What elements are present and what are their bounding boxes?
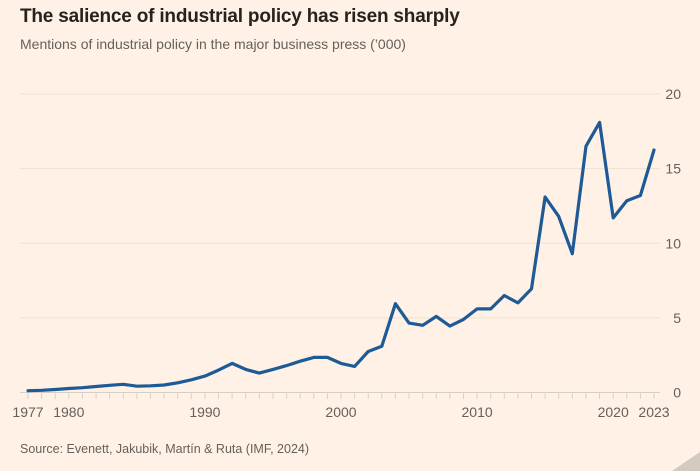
y-axis-label-15: 15 — [665, 161, 681, 177]
x-axis-label-2020: 2020 — [598, 404, 629, 420]
x-axis-label-1977: 1977 — [12, 404, 43, 420]
industrial-policy-line — [26, 120, 656, 393]
x-axis-label-2010: 2010 — [462, 404, 493, 420]
source-note: Source: Evenett, Jakubik, Martín & Ruta … — [20, 442, 310, 456]
chart-title: The salience of industrial policy has ri… — [20, 6, 460, 27]
y-axis-label-20: 20 — [665, 86, 681, 102]
y-axis-label-5: 5 — [673, 310, 681, 326]
x-axis-label-2000: 2000 — [325, 404, 356, 420]
x-axis-label-1980: 1980 — [53, 404, 84, 420]
y-axis-label-0: 0 — [673, 385, 681, 401]
x-axis-label-1990: 1990 — [189, 404, 220, 420]
x-axis-label-2023: 2023 — [638, 404, 669, 420]
chart-subtitle: Mentions of industrial policy in the maj… — [20, 36, 406, 52]
y-axis-label-10: 10 — [665, 235, 681, 251]
